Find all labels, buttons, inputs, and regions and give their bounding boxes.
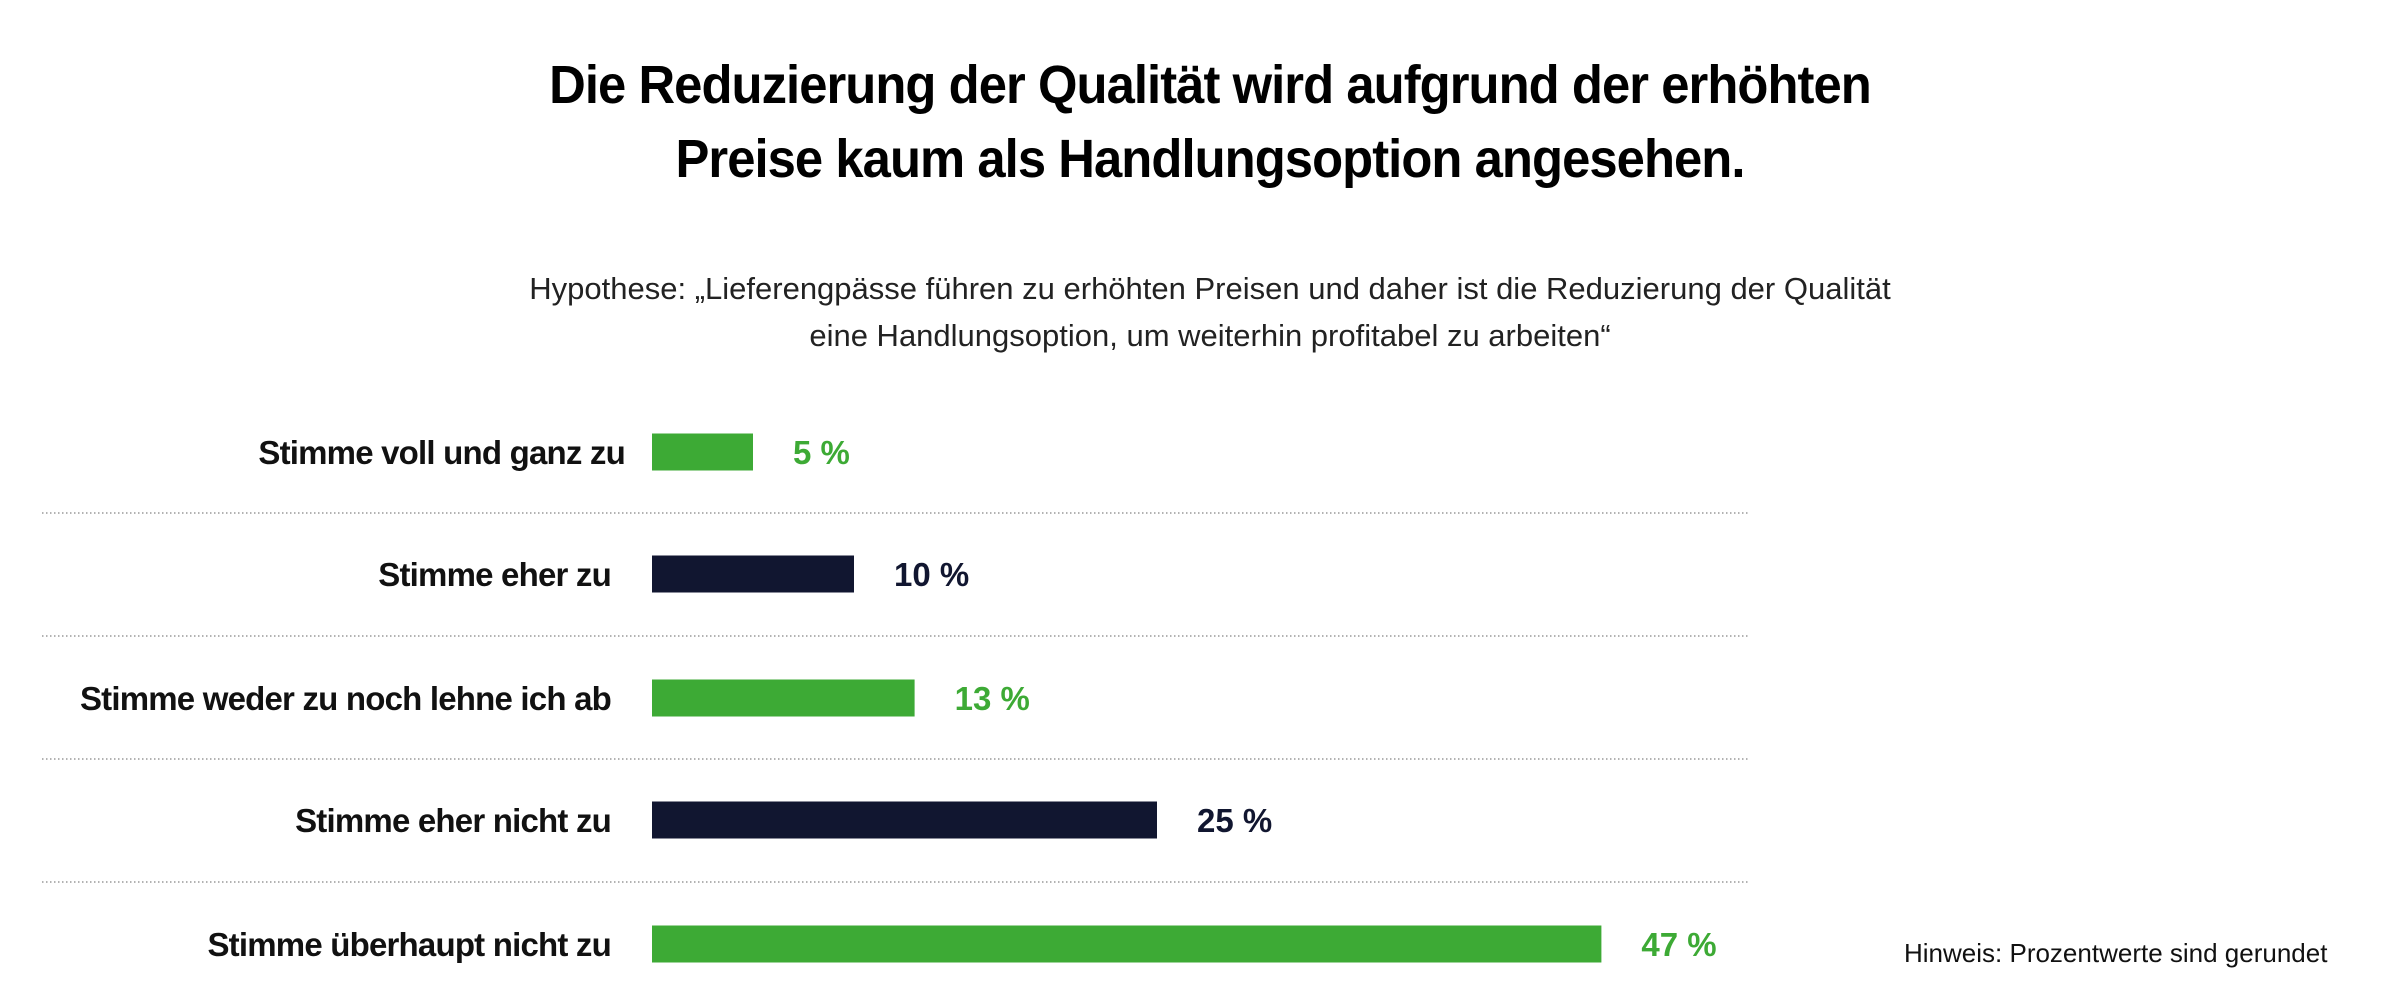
chart-subtitle-line: eine Handlungsoption, um weiterhin profi… [809,318,1611,353]
chart-subtitle: Hypothese: „Lieferengpässe führen zu erh… [0,265,2400,359]
category-label: Stimme eher zu [378,556,611,593]
chart-title-line: Die Reduzierung der Qualität wird aufgru… [549,55,1872,115]
value-label: 13 % [955,680,1030,717]
bar [652,433,753,471]
chart-title-line: Preise kaum als Handlungsoption angesehe… [675,129,1745,189]
value-label: 25 % [1197,802,1272,839]
bar [652,925,1602,963]
chart-title: Die Reduzierung der Qualität wird aufgru… [0,48,2400,196]
value-label: 10 % [894,556,969,593]
category-label: Stimme weder zu noch lehne ich ab [80,680,611,717]
category-label: Stimme überhaupt nicht zu [207,926,611,963]
bar [652,555,854,593]
category-label: Stimme voll und ganz zu [258,434,625,471]
value-label: 5 % [793,434,850,471]
category-label: Stimme eher nicht zu [295,802,611,839]
chart-subtitle-line: Hypothese: „Lieferengpässe führen zu erh… [529,271,1891,306]
value-label: 47 % [1641,926,1716,963]
rounding-note: Hinweis: Prozentwerte sind gerundet [1904,938,2328,968]
bar [652,801,1157,839]
bar [652,679,915,717]
